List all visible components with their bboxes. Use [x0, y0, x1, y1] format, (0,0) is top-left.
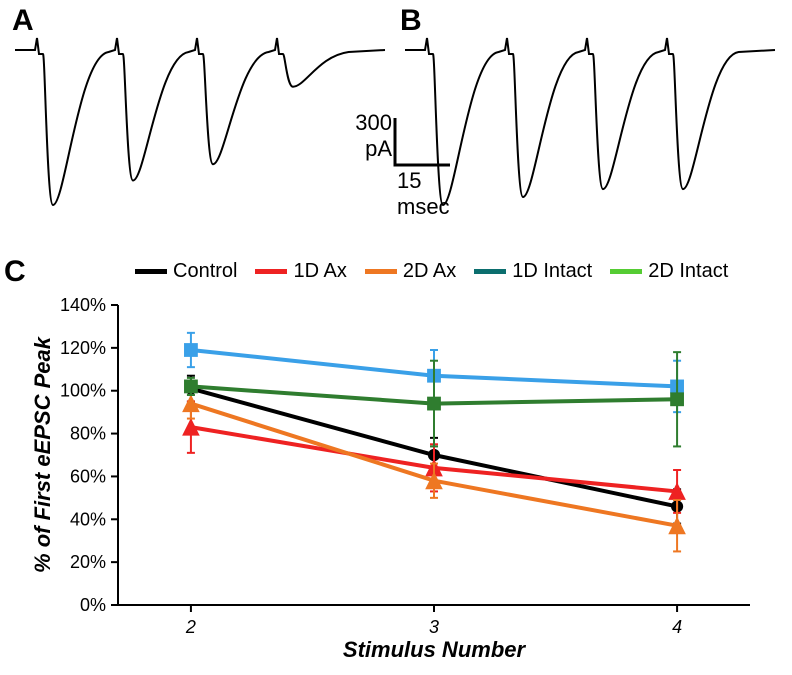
- svg-text:0%: 0%: [80, 595, 106, 615]
- legend-item: 2D Intact: [610, 260, 728, 283]
- legend-label: Control: [173, 260, 237, 283]
- svg-text:4: 4: [672, 617, 682, 637]
- trace-b: [400, 30, 780, 220]
- svg-text:3: 3: [429, 617, 439, 637]
- legend-label: 1D Ax: [293, 260, 346, 283]
- legend-label: 2D Ax: [403, 260, 456, 283]
- svg-text:Stimulus Number: Stimulus Number: [343, 637, 527, 662]
- legend-swatch: [474, 269, 506, 274]
- legend-item: 1D Intact: [474, 260, 592, 283]
- svg-text:120%: 120%: [60, 338, 106, 358]
- svg-text:140%: 140%: [60, 295, 106, 315]
- legend-item: Control: [135, 260, 237, 283]
- panel-c-label: C: [4, 255, 26, 289]
- svg-text:2: 2: [185, 617, 196, 637]
- svg-text:80%: 80%: [70, 424, 106, 444]
- svg-text:% of First eEPSC Peak: % of First eEPSC Peak: [30, 335, 55, 573]
- chart-c: 0% 20% 40% 60% 80% 100% 120% 140% 2 3 4 Stimulus Nu…: [30, 295, 770, 665]
- legend: Control 1D Ax 2D Ax 1D Intact 2D Intact: [135, 260, 728, 283]
- figure-root: A B C 300 pA 15 msec Control1D Ax2D Ax1D…: [0, 0, 792, 675]
- legend-label: 1D Intact: [512, 260, 592, 283]
- svg-text:60%: 60%: [70, 466, 106, 486]
- legend-swatch: [610, 269, 642, 274]
- legend-swatch: [255, 269, 287, 274]
- svg-text:100%: 100%: [60, 381, 106, 401]
- legend-swatch: [135, 269, 167, 274]
- legend-label: 2D Intact: [648, 260, 728, 283]
- legend-item: 1D Ax: [255, 260, 346, 283]
- legend-item: 2D Ax: [365, 260, 456, 283]
- svg-text:20%: 20%: [70, 552, 106, 572]
- legend-swatch: [365, 269, 397, 274]
- svg-text:40%: 40%: [70, 509, 106, 529]
- scale-x-label: 15 msec: [397, 168, 450, 220]
- scale-bar-group: 300 pA 15 msec: [300, 110, 450, 200]
